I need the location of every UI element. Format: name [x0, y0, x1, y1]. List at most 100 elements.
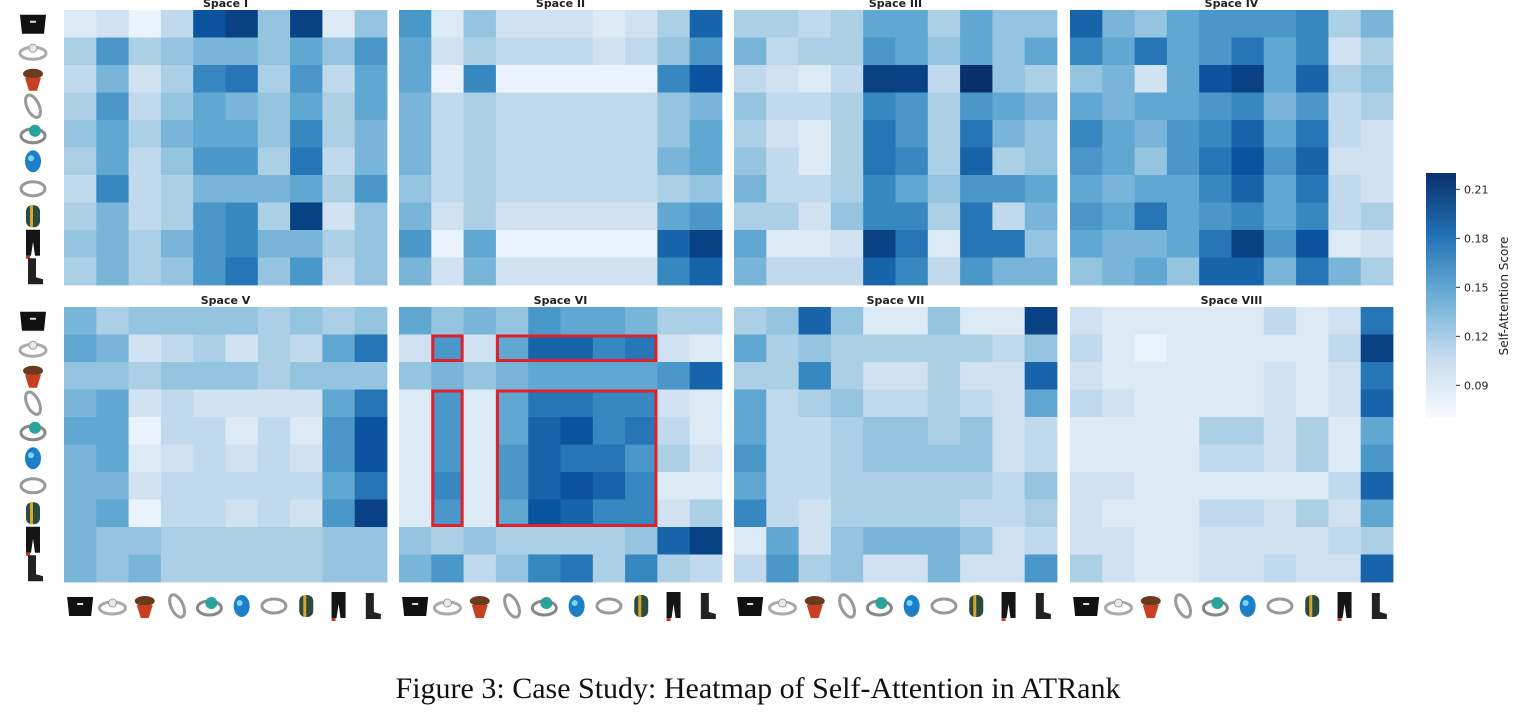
blue-glass-bead-icon [903, 595, 920, 617]
heatmap-cell [1024, 175, 1058, 203]
heatmap-cell [1199, 257, 1232, 286]
heatmap-cell [830, 472, 864, 500]
heatmap-cell [1134, 202, 1168, 231]
heatmap-cell [1328, 389, 1362, 418]
striped-bead-charm-icon [1305, 595, 1320, 617]
heatmap-cell [128, 175, 162, 203]
heatmap-cell [160, 37, 194, 66]
heatmap-cell [1263, 389, 1297, 418]
heatmap-cell [625, 147, 658, 176]
heatmap-cell [766, 120, 799, 148]
heatmap-cell [1166, 147, 1200, 176]
heatmap-cell [1024, 444, 1058, 473]
heatmap-cell [1070, 362, 1103, 390]
heatmap-cell [160, 334, 194, 363]
heatmap-cell [431, 472, 464, 500]
heatmap-cell [1360, 37, 1394, 66]
heatmap-cell [354, 307, 388, 335]
heatmap-cell [160, 444, 194, 473]
heatmap-cell [1199, 527, 1232, 555]
heatmap-cell [895, 230, 929, 258]
heatmap-cell [322, 120, 356, 148]
heatmap-cell [1328, 362, 1362, 390]
heatmap-cell [927, 417, 961, 445]
heatmap-cell [1328, 65, 1362, 93]
heatmap-cell [160, 10, 194, 38]
heatmap-cell [625, 417, 658, 445]
diamond-ring-icon [1103, 598, 1133, 616]
heatmap-cell [1070, 389, 1103, 418]
heatmap-cell [657, 389, 691, 418]
heatmap-cell [1166, 472, 1200, 500]
turquoise-bead-ring-icon [19, 124, 47, 145]
heatmap-cell [895, 65, 929, 93]
heatmap-cell [689, 499, 723, 528]
heatmap-cell [1296, 10, 1329, 38]
heatmap-cell [992, 499, 1026, 528]
heatmap-cell [354, 334, 388, 363]
heatmap-cell [96, 417, 129, 445]
heatmap-cell [798, 37, 832, 66]
black-boots-icon [28, 555, 43, 582]
heatmap-cell [290, 175, 323, 203]
heatmap-cell [592, 175, 626, 203]
heatmap-cell [689, 307, 723, 335]
heatmap-cell [495, 334, 529, 363]
heatmap-cell [225, 417, 259, 445]
heatmap-cell [96, 527, 129, 555]
heatmap-cell [193, 472, 226, 500]
heatmap-cell [1231, 10, 1265, 38]
heatmap-cell [128, 65, 162, 93]
heatmap-cell [766, 444, 799, 473]
heatmap-cell [225, 147, 259, 176]
heatmap-cell [592, 202, 626, 231]
heatmap-cell [96, 65, 129, 93]
heatmap-cell [399, 65, 432, 93]
heatmap-cell [225, 230, 259, 258]
striped-bead-charm-icon [634, 595, 649, 617]
heatmap-cell [895, 257, 929, 286]
silver-ring-icon [24, 390, 42, 416]
heatmap-cell [1024, 230, 1058, 258]
heatmap-cell [766, 334, 799, 363]
heatmap-cell [734, 307, 767, 335]
heatmap-cell [1102, 257, 1135, 286]
heatmap-cell [927, 334, 961, 363]
heatmap-cell [1296, 230, 1329, 258]
heatmap-cell [1166, 257, 1200, 286]
heatmap-cell [625, 334, 658, 363]
heatmap-cell [1263, 554, 1297, 583]
heatmap-cell [257, 444, 291, 473]
heatmap-cell [193, 37, 226, 66]
heatmap-cell [1296, 417, 1329, 445]
heatmap-cell [960, 120, 993, 148]
highlight-box [495, 389, 658, 527]
heatmap-cell [657, 499, 691, 528]
heatmap-cell [560, 444, 594, 473]
heatmap-cell [399, 175, 432, 203]
heatmap-cell [463, 417, 497, 445]
heatmap-cell [689, 417, 723, 445]
heatmap-cell [322, 444, 356, 473]
heatmap-cell [592, 417, 626, 445]
heatmap-cell [560, 120, 594, 148]
heatmap-cell [592, 527, 626, 555]
heatmap-cell [495, 444, 529, 473]
heatmap-cell [257, 10, 291, 38]
heatmap-cell [960, 230, 993, 258]
heatmap-cell [64, 120, 97, 148]
panel-title: Space I [203, 0, 248, 10]
heatmap-cell [625, 362, 658, 390]
heatmap-cell [927, 37, 961, 66]
heatmap-cell [290, 92, 323, 121]
heatmap-cell [1134, 175, 1168, 203]
heatmap-cell [1263, 307, 1297, 335]
heatmap-cell [64, 417, 97, 445]
black-handbag-icon [1073, 597, 1100, 616]
heatmap-cell [1296, 175, 1329, 203]
heatmap-cell [399, 257, 432, 286]
heatmap-cell [863, 230, 896, 258]
heatmap-cell [495, 202, 529, 231]
heatmap-cell [290, 499, 323, 528]
heatmap-cell [128, 147, 162, 176]
